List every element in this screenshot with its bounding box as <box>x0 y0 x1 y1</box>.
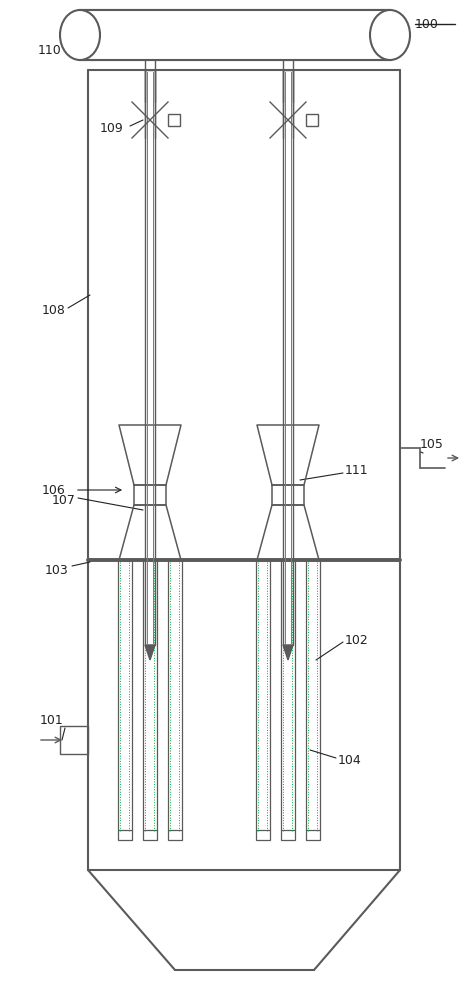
Text: 110: 110 <box>38 43 61 56</box>
Text: 101: 101 <box>40 714 64 726</box>
Text: 100: 100 <box>414 18 438 31</box>
Bar <box>80 10 389 60</box>
Text: 111: 111 <box>344 464 368 477</box>
Bar <box>271 485 303 505</box>
Text: 104: 104 <box>337 754 361 766</box>
Text: 106: 106 <box>42 484 66 496</box>
Polygon shape <box>145 645 155 660</box>
Bar <box>306 114 317 126</box>
Bar <box>80 10 389 60</box>
Bar <box>143 560 157 840</box>
Text: 107: 107 <box>52 493 76 506</box>
Bar <box>80 10 389 60</box>
Text: 108: 108 <box>42 304 66 316</box>
Bar <box>145 70 155 645</box>
Bar <box>280 560 294 840</box>
Bar <box>256 560 269 840</box>
Ellipse shape <box>60 10 100 60</box>
Bar <box>60 726 88 754</box>
Text: 102: 102 <box>344 634 368 647</box>
Polygon shape <box>282 645 292 660</box>
Text: 105: 105 <box>419 438 443 452</box>
Bar <box>168 560 182 840</box>
Bar <box>306 560 319 840</box>
Ellipse shape <box>369 10 409 60</box>
Bar <box>118 560 132 840</box>
Text: 103: 103 <box>45 564 69 576</box>
Bar <box>282 70 292 645</box>
Bar <box>134 485 166 505</box>
Text: 109: 109 <box>100 121 123 134</box>
Bar <box>168 114 179 126</box>
